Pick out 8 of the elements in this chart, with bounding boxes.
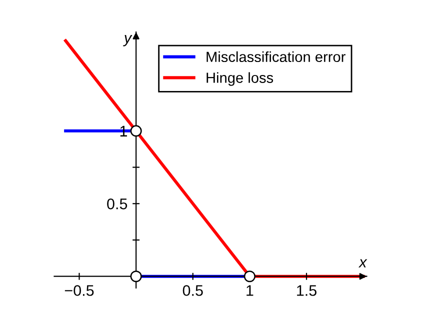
x-tick-label: 1 [246, 285, 254, 296]
legend-label: Hinge loss [206, 72, 274, 86]
legend-label: Misclassification error [206, 51, 346, 62]
x-axis-title: x [358, 259, 368, 268]
y-axis-title: y [123, 35, 132, 46]
x-tick-label: −0.5 [64, 285, 94, 296]
x-tick-label: 0.5 [182, 285, 203, 296]
x-tick-label: 1.5 [297, 285, 316, 296]
